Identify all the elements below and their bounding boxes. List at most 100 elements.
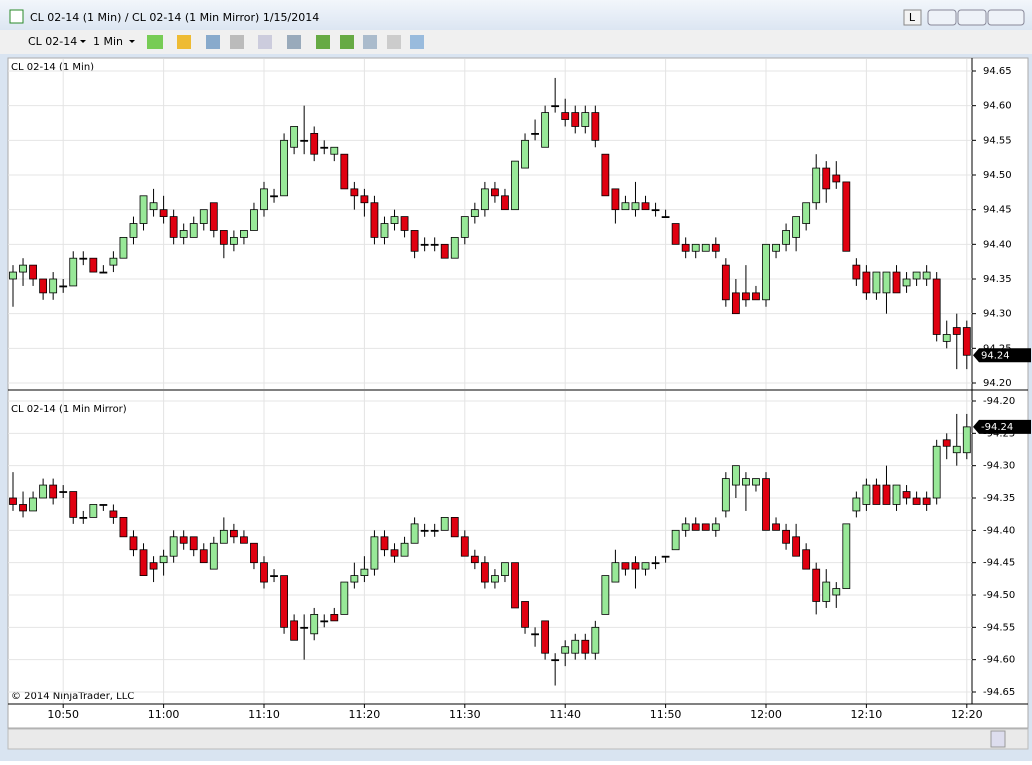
candle-body bbox=[752, 292, 760, 301]
candle-body bbox=[742, 478, 750, 486]
candle-body bbox=[370, 202, 379, 238]
button-l[interactable] bbox=[903, 9, 922, 26]
candle-body bbox=[882, 484, 891, 505]
x-tick-label: 11:10 bbox=[248, 708, 280, 721]
candle-body bbox=[782, 230, 790, 245]
candle-body bbox=[711, 523, 720, 531]
candle-body bbox=[752, 478, 760, 486]
instrument-selector[interactable]: CL 02-14 bbox=[28, 35, 77, 48]
candle-body bbox=[99, 504, 108, 506]
candle-body bbox=[79, 257, 88, 260]
candle-body bbox=[119, 236, 128, 259]
candle-body bbox=[782, 529, 790, 544]
icon[interactable] bbox=[340, 35, 354, 49]
candle-body bbox=[89, 257, 98, 273]
candle-body bbox=[721, 264, 730, 301]
icon[interactable] bbox=[410, 35, 424, 49]
last-price-label: -94.24 bbox=[981, 422, 1013, 433]
x-tick-label: 12:00 bbox=[750, 708, 782, 721]
candle-body bbox=[19, 504, 27, 512]
candle-body bbox=[631, 562, 640, 570]
candle-body bbox=[9, 497, 17, 505]
candle-body bbox=[169, 216, 178, 238]
y-tick-label: 94.35 bbox=[983, 274, 1012, 285]
y-tick-label: 94.50 bbox=[983, 170, 1012, 181]
candle-body bbox=[932, 278, 941, 335]
candle-body bbox=[701, 243, 710, 252]
candle-body bbox=[229, 236, 238, 245]
close-button[interactable] bbox=[987, 9, 1025, 26]
candle-body bbox=[962, 327, 971, 356]
candle-body bbox=[189, 223, 198, 238]
candle-body bbox=[460, 216, 469, 238]
candle-body bbox=[420, 529, 429, 532]
icon[interactable] bbox=[177, 35, 191, 49]
candle-body bbox=[300, 139, 309, 142]
title-bar bbox=[0, 0, 1032, 30]
candle-body bbox=[962, 426, 971, 454]
candle-body bbox=[521, 139, 529, 169]
candle-body bbox=[320, 620, 329, 623]
candle-body bbox=[29, 264, 37, 280]
x-tick-label: 10:50 bbox=[47, 708, 79, 721]
candle-body bbox=[450, 236, 459, 259]
candle-body bbox=[832, 174, 841, 183]
candle-body bbox=[159, 209, 168, 218]
candle-body bbox=[812, 568, 821, 602]
scroll-thumb[interactable] bbox=[990, 730, 1006, 748]
candle-body bbox=[440, 243, 449, 259]
icon[interactable] bbox=[206, 35, 220, 49]
candle-body bbox=[320, 146, 329, 149]
candle-body bbox=[661, 555, 670, 558]
icon[interactable] bbox=[316, 35, 330, 49]
toolbar-icons[interactable] bbox=[147, 35, 424, 49]
icon[interactable] bbox=[230, 35, 244, 49]
candle-body bbox=[541, 112, 550, 148]
maximize-button[interactable] bbox=[957, 9, 987, 26]
y-tick-label: -94.65 bbox=[983, 687, 1015, 698]
last-price-marker bbox=[973, 348, 1031, 363]
icon[interactable] bbox=[363, 35, 377, 49]
candle-body bbox=[772, 523, 780, 531]
x-tick-label: 11:00 bbox=[148, 708, 180, 721]
y-tick-label: -94.50 bbox=[983, 590, 1015, 601]
candle-body bbox=[581, 639, 590, 654]
candle-body bbox=[541, 620, 550, 654]
candle-body bbox=[681, 523, 690, 531]
interval-selector[interactable]: 1 Min bbox=[93, 35, 123, 48]
y-tick-label: -94.30 bbox=[983, 461, 1015, 472]
minimize-button[interactable] bbox=[927, 9, 957, 26]
candle-body bbox=[400, 216, 409, 231]
candle-body bbox=[400, 542, 409, 557]
candle-body bbox=[69, 257, 78, 287]
candle-body bbox=[491, 188, 499, 197]
candle-body bbox=[731, 465, 740, 486]
candle-body bbox=[842, 181, 851, 252]
candle-body bbox=[501, 195, 509, 211]
candle-body bbox=[330, 614, 339, 622]
candle-body bbox=[89, 504, 98, 518]
scrollbar[interactable] bbox=[7, 728, 1029, 750]
candle-body bbox=[229, 529, 238, 538]
candle-body bbox=[631, 202, 640, 211]
x-tick-label: 12:20 bbox=[951, 708, 983, 721]
icon[interactable] bbox=[258, 35, 272, 49]
candle-body bbox=[882, 271, 891, 294]
icon[interactable] bbox=[287, 35, 301, 49]
candle-body bbox=[9, 271, 17, 280]
icon[interactable] bbox=[387, 35, 401, 49]
copyright: © 2014 NinjaTrader, LLC bbox=[11, 691, 134, 702]
candle-body bbox=[661, 216, 670, 219]
candle-body bbox=[591, 626, 600, 654]
candle-body bbox=[370, 536, 379, 570]
candle-body bbox=[491, 575, 499, 583]
candle-body bbox=[892, 271, 901, 294]
candle-body bbox=[49, 278, 58, 294]
y-tick-label: -94.45 bbox=[983, 558, 1015, 569]
candle-body bbox=[842, 523, 851, 589]
candle-body bbox=[219, 529, 228, 544]
icon[interactable] bbox=[147, 35, 163, 49]
candle-body bbox=[79, 517, 88, 519]
candle-body bbox=[340, 153, 349, 190]
candle-body bbox=[420, 243, 429, 246]
